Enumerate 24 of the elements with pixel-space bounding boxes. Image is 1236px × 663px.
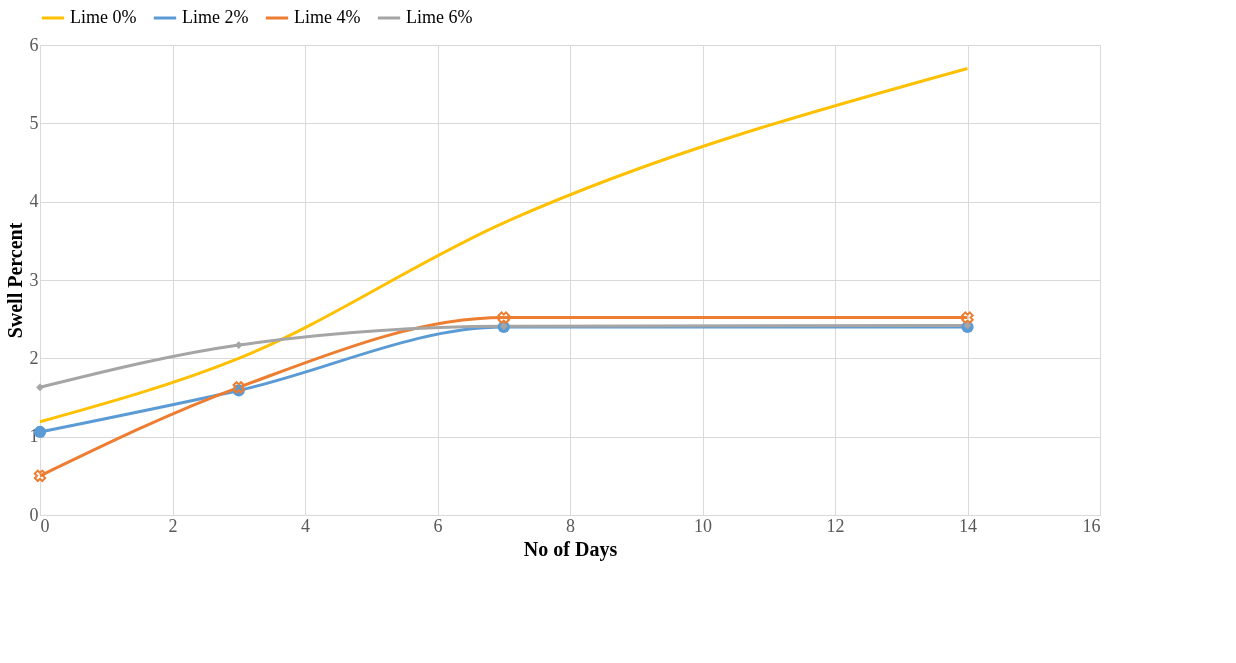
y-tick-label: 5 [29,112,39,133]
y-tick-label: 2 [29,347,39,368]
y-tick-label: 6 [29,34,39,55]
x-tick-label: 12 [826,515,845,536]
x-tick-label: 14 [959,515,977,536]
legend-label: Lime 0% [70,7,137,27]
point [33,469,47,483]
x-tick-label: 8 [566,515,575,536]
legend-label: Lime 4% [294,7,361,27]
y-tick-label: 4 [29,191,39,212]
y-tick-label: 3 [29,269,39,290]
line-series [38,67,969,424]
x-tick-label: 6 [433,515,443,536]
point [961,311,974,324]
legend-label: Lime 2% [182,7,249,27]
x-tick-label: 2 [168,515,178,536]
x-tick-label: 4 [301,515,310,536]
x-axis-title: No of Days [523,537,618,561]
x-tick-label: 16 [1082,515,1101,536]
x-tick-label: 10 [694,515,712,536]
point [36,383,44,392]
legend-label: Lime 6% [406,7,473,27]
y-axis-title: Swell Percent [3,222,26,339]
point [497,311,510,324]
